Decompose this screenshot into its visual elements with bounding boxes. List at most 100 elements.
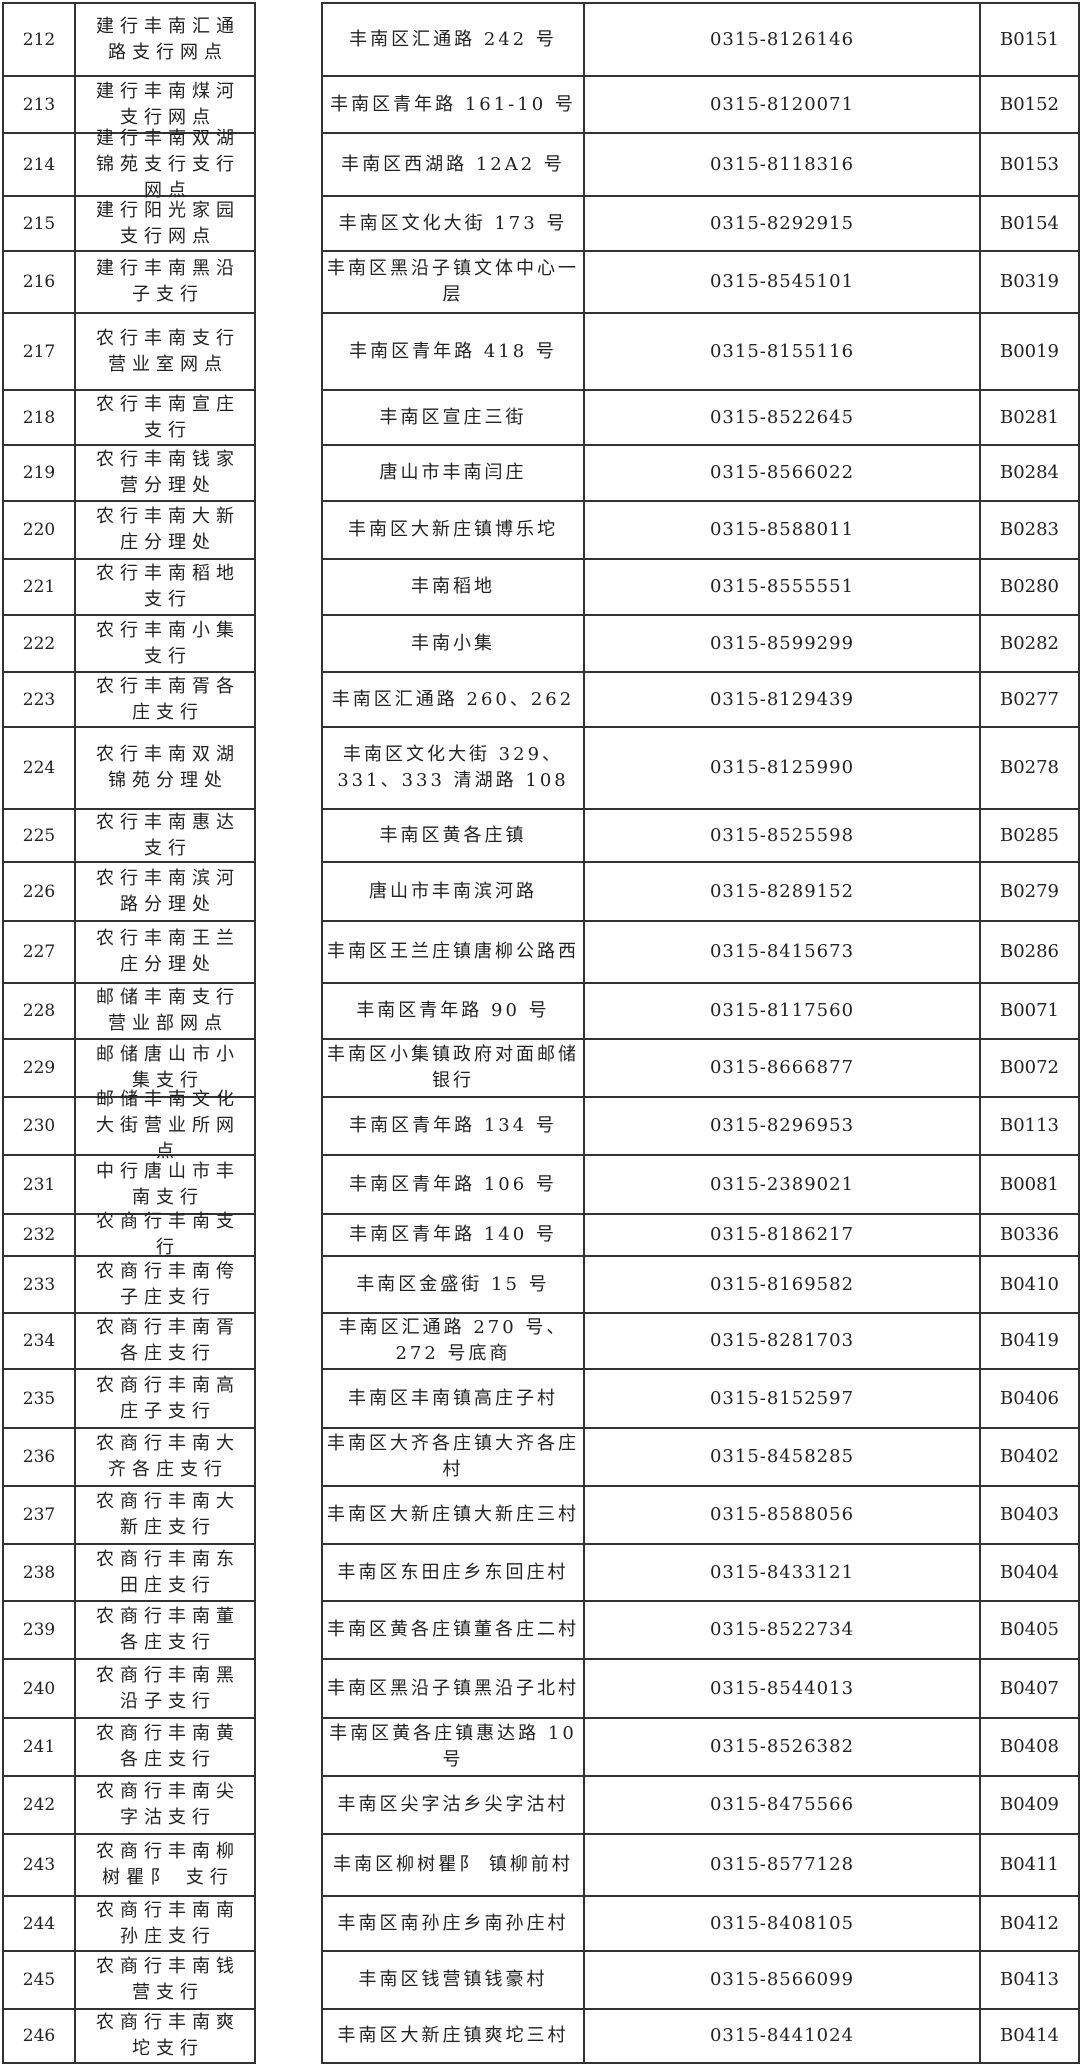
branch-address: 唐山市丰南滨河路	[323, 863, 585, 920]
branch-name: 邮储唐山市小集支行	[76, 1040, 256, 1096]
branch-address: 丰南稻地	[323, 560, 585, 614]
branch-address: 丰南区尖字沽乡尖字沽村	[323, 1777, 585, 1833]
branch-code: B0071	[981, 984, 1080, 1038]
branch-address: 丰南区大新庄镇博乐坨	[323, 502, 585, 558]
table-row: 丰南区王兰庄镇唐柳公路西 0315-8415673 B0286	[323, 922, 1080, 984]
table-row: 丰南区黑沿子镇黑沿子北村 0315-8544013 B0407	[323, 1660, 1080, 1719]
branch-phone: 0315-8441024	[585, 2010, 981, 2062]
branch-code: B0411	[981, 1835, 1080, 1895]
row-number: 223	[4, 673, 76, 726]
table-row: 丰南小集 0315-8599299 B0282	[323, 616, 1080, 673]
branch-address: 丰南区黑沿子镇文体中心一层	[323, 252, 585, 312]
branch-address: 丰南区文化大街 173 号	[323, 197, 585, 250]
branch-code: B0336	[981, 1215, 1080, 1255]
branch-phone: 0315-8433121	[585, 1545, 981, 1600]
table-row: 唐山市丰南滨河路 0315-8289152 B0279	[323, 863, 1080, 922]
table-row: 225 农行丰南惠达支行	[4, 810, 256, 863]
table-row: 239 农商行丰南董各庄支行	[4, 1602, 256, 1660]
branch-address: 丰南区钱营镇钱豪村	[323, 1952, 585, 2008]
table-row: 丰南区大新庄镇大新庄三村 0315-8588056 B0403	[323, 1487, 1080, 1545]
branch-name: 农商行丰南爽坨支行	[76, 2010, 256, 2062]
branch-code: B0151	[981, 4, 1080, 75]
table-row: 233 农商行丰南侉子庄支行	[4, 1257, 256, 1314]
branch-code: B0284	[981, 446, 1080, 500]
row-number: 214	[4, 134, 76, 195]
row-number: 231	[4, 1156, 76, 1213]
table-row: 丰南区黑沿子镇文体中心一层 0315-8545101 B0319	[323, 252, 1080, 314]
branch-address: 丰南区青年路 161-10 号	[323, 77, 585, 132]
branch-address: 丰南区丰南镇高庄子村	[323, 1370, 585, 1427]
branch-phone: 0315-8296953	[585, 1098, 981, 1154]
branch-name: 农行丰南王兰庄分理处	[76, 922, 256, 982]
table-row: 214 建行丰南双湖锦苑支行支行网点	[4, 128, 256, 201]
table-row: 223 农行丰南胥各庄支行	[4, 673, 256, 728]
table-row: 丰南区大新庄镇博乐坨 0315-8588011 B0283	[323, 502, 1080, 560]
branch-name: 农商行丰南东田庄支行	[76, 1545, 256, 1600]
table-row: 丰南区青年路 134 号 0315-8296953 B0113	[323, 1098, 1080, 1156]
table-row: 246 农商行丰南爽坨支行	[4, 2010, 256, 2064]
branch-name: 农商行丰南董各庄支行	[76, 1602, 256, 1658]
table-row: 丰南区青年路 161-10 号 0315-8120071 B0152	[323, 77, 1080, 134]
table-row: 丰南区青年路 418 号 0315-8155116 B0019	[323, 314, 1080, 391]
branch-code: B0280	[981, 560, 1080, 614]
branch-code: B0279	[981, 863, 1080, 920]
branch-name: 农商行丰南黑沿子支行	[76, 1660, 256, 1717]
row-number: 232	[4, 1215, 76, 1255]
branch-code: B0410	[981, 1257, 1080, 1312]
branch-code: B0152	[981, 77, 1080, 132]
table-row: 218 农行丰南宣庄支行	[4, 391, 256, 446]
branch-phone: 0315-8522734	[585, 1602, 981, 1658]
branch-phone: 0315-8475566	[585, 1777, 981, 1833]
branch-name: 农行丰南双湖锦苑分理处	[76, 728, 256, 808]
branch-code: B0419	[981, 1314, 1080, 1368]
branch-phone: 0315-8169582	[585, 1257, 981, 1312]
branch-address: 丰南区东田庄乡东回庄村	[323, 1545, 585, 1600]
row-number: 227	[4, 922, 76, 982]
table-row: 丰南稻地 0315-8555551 B0280	[323, 560, 1080, 616]
table-row: 212 建行丰南汇通路支行网点	[4, 4, 256, 77]
branch-phone: 0315-2389021	[585, 1156, 981, 1213]
table-row: 213 建行丰南煤河支行网点	[4, 77, 256, 134]
branch-name: 农行丰南钱家营分理处	[76, 446, 256, 500]
branch-code: B0414	[981, 2010, 1080, 2062]
branch-name: 建行阳光家园支行网点	[76, 197, 256, 250]
table-row: 丰南区汇通路 270 号、272 号底商 0315-8281703 B0419	[323, 1314, 1080, 1370]
row-number: 222	[4, 616, 76, 671]
branch-name: 农行丰南宣庄支行	[76, 391, 256, 444]
table-row: 230 邮储丰南文化大街营业所网点	[4, 1089, 256, 1162]
table-row: 234 农商行丰南胥各庄支行	[4, 1314, 256, 1370]
table-row: 丰南区金盛街 15 号 0315-8169582 B0410	[323, 1257, 1080, 1314]
branch-code: B0019	[981, 314, 1080, 389]
branch-phone: 0315-8566022	[585, 446, 981, 500]
branch-phone: 0315-8544013	[585, 1660, 981, 1717]
row-number: 241	[4, 1719, 76, 1775]
branch-table-right: 丰南区汇通路 242 号 0315-8126146 B0151 丰南区青年路 161-…	[321, 2, 1080, 2064]
branch-code: B0409	[981, 1777, 1080, 1833]
row-number: 239	[4, 1602, 76, 1658]
branch-address: 丰南区南孙庄乡南孙庄村	[323, 1897, 585, 1950]
branch-address: 丰南区青年路 134 号	[323, 1098, 585, 1154]
branch-code: B0402	[981, 1429, 1080, 1485]
branch-address: 丰南区黄各庄镇	[323, 810, 585, 861]
branch-name: 农商行丰南大新庄支行	[76, 1487, 256, 1543]
row-number: 226	[4, 863, 76, 920]
row-number: 230	[4, 1098, 76, 1154]
row-number: 220	[4, 502, 76, 558]
row-number: 236	[4, 1429, 76, 1485]
branch-phone: 0315-8525598	[585, 810, 981, 861]
branch-code: B0072	[981, 1040, 1080, 1096]
row-number: 225	[4, 810, 76, 861]
table-row: 唐山市丰南闫庄 0315-8566022 B0284	[323, 446, 1080, 502]
table-row: 丰南区小集镇政府对面邮储银行 0315-8666877 B0072	[323, 1040, 1080, 1098]
branch-phone: 0315-8118316	[585, 134, 981, 195]
row-number: 218	[4, 391, 76, 444]
branch-code: B0281	[981, 391, 1080, 444]
branch-name: 农行丰南惠达支行	[76, 810, 256, 861]
branch-name: 农商行丰南柳树瞿阝 支行	[76, 1835, 256, 1895]
branch-name: 农商行丰南钱营支行	[76, 1952, 256, 2008]
row-number: 246	[4, 2010, 76, 2062]
row-number: 219	[4, 446, 76, 500]
table-row: 丰南区丰南镇高庄子村 0315-8152597 B0406	[323, 1370, 1080, 1429]
branch-table-left: 212 建行丰南汇通路支行网点 213 建行丰南煤河支行网点 214 建行丰南双湖锦苑支行…	[2, 2, 256, 2064]
row-number: 224	[4, 728, 76, 808]
